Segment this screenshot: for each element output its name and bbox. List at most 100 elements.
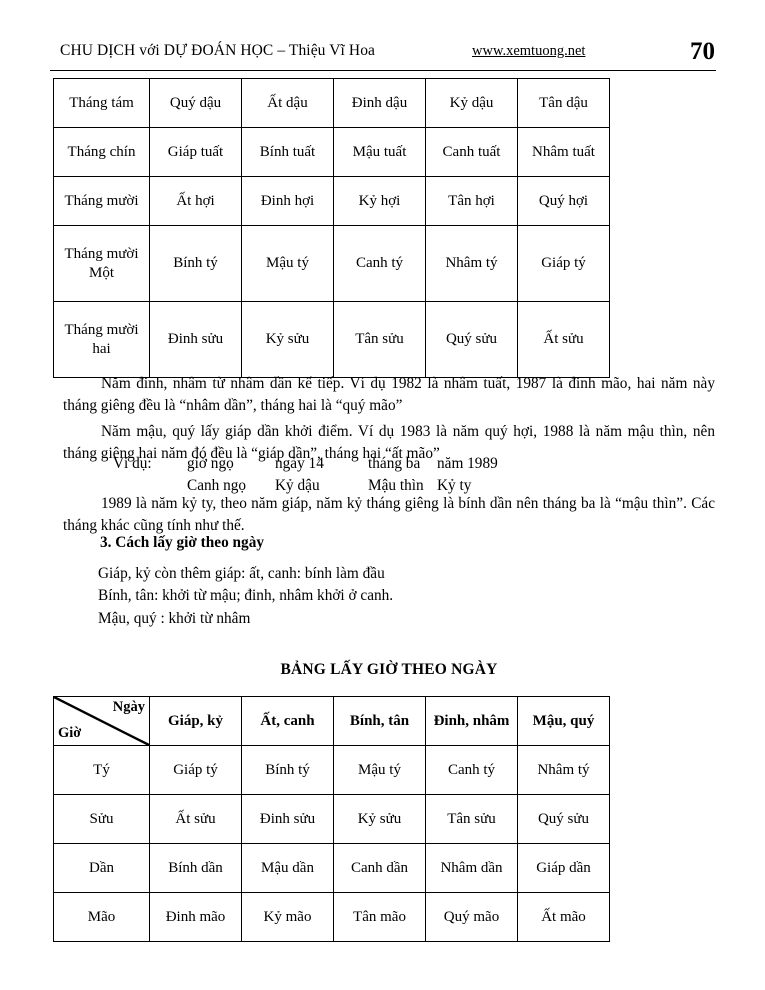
- column-header: Ất, canh: [241, 696, 334, 746]
- corner-label-hour: Giờ: [58, 725, 82, 742]
- page-header: CHU DỊCH với DỰ ĐOÁN HỌC – Thiệu Vĩ Hoa …: [50, 38, 715, 68]
- paragraph-text: Năm mậu, quý lấy giáp dần khởi điểm. Ví …: [63, 423, 715, 463]
- table-cell: Kỷ hợi: [333, 176, 426, 226]
- table-cell: Kỷ dậu: [425, 78, 518, 128]
- example-month: tháng ba: [368, 455, 421, 472]
- hour-label-cell: Tý: [53, 745, 150, 795]
- table-row: Tháng mười Một Bính tý Mậu tý Canh tý Nh…: [53, 225, 610, 302]
- hour-label-cell: Dần: [53, 843, 150, 893]
- example-block: Ví dụ: giờ ngọ ngày 14 tháng ba năm 1989…: [113, 453, 593, 497]
- table-cell: Kỷ sửu: [333, 794, 426, 844]
- diagonal-corner-header: Ngày Giờ: [53, 696, 150, 746]
- table-cell: Ất dậu: [241, 78, 334, 128]
- table-cell: Tân dậu: [517, 78, 610, 128]
- table-cell: Mậu tý: [333, 745, 426, 795]
- month-label-cell: Tháng mười Một: [53, 225, 150, 302]
- table-cell: Đinh dậu: [333, 78, 426, 128]
- table-cell: Nhâm dần: [425, 843, 518, 893]
- table-header-row: Ngày Giờ Giáp, kỷ Ất, canh Bính, tân Đin…: [53, 696, 610, 746]
- hours-table: Ngày Giờ Giáp, kỷ Ất, canh Bính, tân Đin…: [53, 696, 610, 942]
- table-cell: Quý hợi: [517, 176, 610, 226]
- example-row-two: Canh ngọ Kỷ dậu Mậu thìn Kỷ ty: [113, 475, 593, 497]
- table-cell: Mậu tuất: [333, 127, 426, 177]
- table-cell: Nhâm tý: [425, 225, 518, 302]
- table-cell: Mậu dần: [241, 843, 334, 893]
- table-row: Tháng chín Giáp tuất Bính tuất Mậu tuất …: [53, 127, 610, 177]
- table-row: Tháng mười hai Đinh sửu Kỷ sửu Tân sửu Q…: [53, 301, 610, 378]
- table-cell: Tân sửu: [333, 301, 426, 378]
- table-cell: Nhâm tuất: [517, 127, 610, 177]
- month-label-cell: Tháng tám: [53, 78, 150, 128]
- table-cell: Kỷ mão: [241, 892, 334, 942]
- example-label: Ví dụ:: [113, 455, 152, 472]
- table-cell: Ất hợi: [149, 176, 242, 226]
- column-header: Bính, tân: [333, 696, 426, 746]
- table-cell: Giáp tuất: [149, 127, 242, 177]
- table-cell: Đinh mão: [149, 892, 242, 942]
- table-cell: Bính tuất: [241, 127, 334, 177]
- hours-table-title: BẢNG LẤY GIỜ THEO NGÀY: [280, 661, 498, 678]
- paragraph-block-three: 1989 là năm kỷ ty, theo năm giáp, năm kỷ…: [63, 493, 715, 537]
- table-cell: Tân sửu: [425, 794, 518, 844]
- table-cell: Bính dần: [149, 843, 242, 893]
- table-cell: Canh tý: [333, 225, 426, 302]
- header-book-title: CHU DỊCH với DỰ ĐOÁN HỌC – Thiệu Vĩ Hoa: [60, 42, 376, 59]
- example-month-stem: Mậu thìn: [368, 477, 424, 494]
- table-cell: Mậu tý: [241, 225, 334, 302]
- table-cell: Tân hợi: [425, 176, 518, 226]
- section-heading: 3. Cách lấy giờ theo ngày: [100, 534, 264, 551]
- table-cell: Bính tý: [241, 745, 334, 795]
- table-cell: Canh tý: [425, 745, 518, 795]
- month-label-cell: Tháng mười: [53, 176, 150, 226]
- table-row: Tý Giáp tý Bính tý Mậu tý Canh tý Nhâm t…: [53, 745, 610, 795]
- table-cell: Đinh sửu: [149, 301, 242, 378]
- column-header: Giáp, kỷ: [149, 696, 242, 746]
- table-cell: Ất mão: [517, 892, 610, 942]
- header-website-link[interactable]: www.xemtuong.net: [472, 43, 586, 59]
- table-cell: Đinh sửu: [241, 794, 334, 844]
- paragraph-text: 1989 là năm kỷ ty, theo năm giáp, năm kỷ…: [63, 495, 715, 535]
- table-row: Sửu Ất sửu Đinh sửu Kỷ sửu Tân sửu Quý s…: [53, 794, 610, 844]
- table-cell: Đinh hợi: [241, 176, 334, 226]
- example-year-stem: Kỷ ty: [437, 477, 472, 494]
- page-number: 70: [690, 38, 715, 65]
- rule-line: Mậu, quý : khởi từ nhâm: [98, 609, 251, 627]
- hour-label-cell: Mão: [53, 892, 150, 942]
- rules-list: Giáp, kỷ còn thêm giáp: ất, canh: bính l…: [98, 563, 618, 630]
- column-header: Đinh, nhâm: [425, 696, 518, 746]
- paragraph-text: Năm đinh, nhâm từ nhâm dần kể tiếp. Ví d…: [63, 375, 715, 415]
- example-hour-stem: Canh ngọ: [187, 477, 247, 494]
- paragraph-block-one: Năm đinh, nhâm từ nhâm dần kể tiếp. Ví d…: [63, 373, 715, 417]
- table-cell: Quý mão: [425, 892, 518, 942]
- table-row: Tháng mười Ất hợi Đinh hợi Kỷ hợi Tân hợ…: [53, 176, 610, 226]
- example-row-one: Ví dụ: giờ ngọ ngày 14 tháng ba năm 1989: [113, 453, 593, 475]
- table-cell: Quý dậu: [149, 78, 242, 128]
- table-cell: Canh tuất: [425, 127, 518, 177]
- months-table: Tháng tám Quý dậu Ất dậu Đinh dậu Kỷ dậu…: [53, 78, 610, 378]
- hour-label-cell: Sửu: [53, 794, 150, 844]
- month-label-cell: Tháng chín: [53, 127, 150, 177]
- table-cell: Ất sửu: [149, 794, 242, 844]
- month-label-cell: Tháng mười hai: [53, 301, 150, 378]
- rule-line: Giáp, kỷ còn thêm giáp: ất, canh: bính l…: [98, 565, 385, 582]
- example-day: ngày 14: [275, 455, 324, 472]
- table-cell: Tân mão: [333, 892, 426, 942]
- example-year: năm 1989: [437, 455, 498, 472]
- table-row: Mão Đinh mão Kỷ mão Tân mão Quý mão Ất m…: [53, 892, 610, 942]
- table-row: Dần Bính dần Mậu dần Canh dần Nhâm dần G…: [53, 843, 610, 893]
- header-divider-rule: [50, 70, 716, 71]
- example-hour: giờ ngọ: [187, 455, 234, 472]
- corner-label-day: Ngày: [112, 699, 145, 715]
- column-header: Mậu, quý: [517, 696, 610, 746]
- table-cell: Quý sửu: [425, 301, 518, 378]
- table-cell: Kỷ sửu: [241, 301, 334, 378]
- table-row: Tháng tám Quý dậu Ất dậu Đinh dậu Kỷ dậu…: [53, 78, 610, 128]
- table-cell: Giáp tý: [149, 745, 242, 795]
- table-cell: Ất sửu: [517, 301, 610, 378]
- example-day-stem: Kỷ dậu: [275, 477, 320, 494]
- paragraph-block-two: Năm mậu, quý lấy giáp dần khởi điểm. Ví …: [63, 421, 715, 465]
- table-cell: Giáp tý: [517, 225, 610, 302]
- table-cell: Giáp dần: [517, 843, 610, 893]
- table-cell: Bính tý: [149, 225, 242, 302]
